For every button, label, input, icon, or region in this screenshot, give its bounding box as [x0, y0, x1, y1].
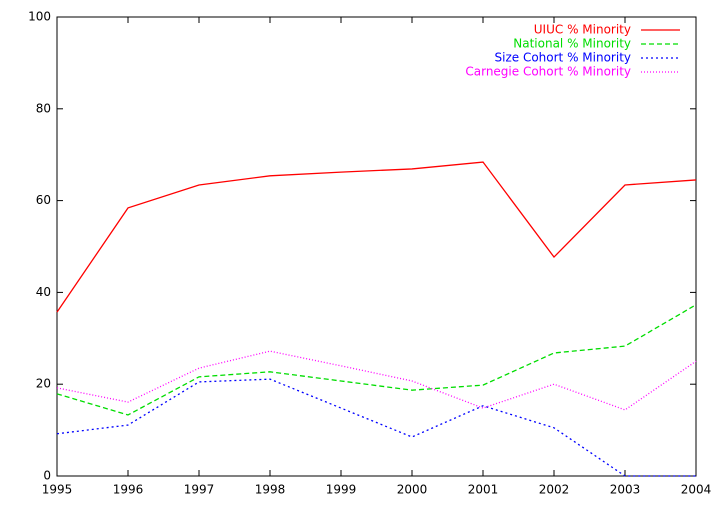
series-line	[56, 378, 696, 477]
series-line	[56, 350, 697, 411]
x-tick-label: 2001	[468, 483, 499, 497]
x-tick-label: 1999	[326, 483, 357, 497]
series-line	[56, 161, 697, 313]
series-line	[56, 304, 697, 416]
x-tick-label: 2002	[539, 483, 570, 497]
x-tick-label: 1998	[255, 483, 286, 497]
x-tick-label: 1996	[113, 483, 144, 497]
legend-label: Size Cohort % Minority	[495, 51, 632, 65]
y-tick-label: 100	[28, 10, 51, 24]
y-tick-label: 0	[43, 469, 51, 483]
x-tick-label: 2000	[397, 483, 428, 497]
x-tick-label: 1997	[184, 483, 215, 497]
legend-label: Carnegie Cohort % Minority	[465, 65, 631, 79]
x-tick-label: 1995	[42, 483, 73, 497]
x-tick-label: 2004	[681, 483, 712, 497]
y-tick-label: 80	[36, 101, 51, 115]
x-tick-label: 2003	[610, 483, 641, 497]
y-tick-label: 20	[36, 377, 51, 391]
legend-label: UIUC % Minority	[534, 23, 631, 37]
legend-label: National % Minority	[513, 37, 631, 51]
y-tick-label: 40	[36, 285, 51, 299]
y-tick-label: 60	[36, 193, 51, 207]
plot-frame	[56, 16, 697, 477]
